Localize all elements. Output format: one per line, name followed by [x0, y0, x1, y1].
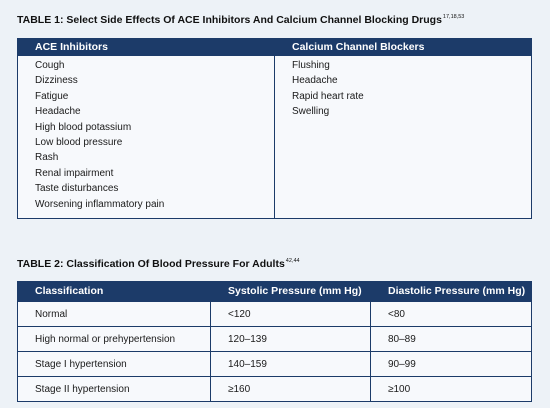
table-row: High normal or prehypertension 120–139 80–… [18, 326, 531, 351]
table-cell: High normal or prehypertension [18, 327, 211, 351]
title-text: TABLE 2: Classification Of Blood Pressur… [17, 258, 285, 270]
table-row: Stage II hypertension ≥160 ≥100 [18, 376, 531, 401]
superscript: 42,44 [285, 258, 300, 264]
list-item: Rash [35, 152, 59, 164]
table-title: TABLE 2: Classification Of Blood Pressur… [17, 258, 300, 270]
table-cell: ≥160 [211, 377, 371, 401]
table-row: Normal <120 <80 [18, 301, 531, 326]
column: Flushing Headache Rapid heart rate Swelling [275, 56, 364, 218]
list-item: High blood potassium [35, 121, 132, 133]
table-cell: 80–89 [388, 333, 416, 345]
table: Classification Systolic Pressure (mm Hg)… [17, 281, 532, 402]
column: Cough Dizziness Fatigue Headache High blood … [18, 56, 275, 218]
list-item: Worsening inflammatory pain [35, 198, 165, 210]
header-row: Classification Systolic Pressure (mm Hg)… [18, 282, 531, 301]
table-row: Stage I hypertension 140–159 90–99 [18, 351, 531, 376]
list-item: Flushing [292, 60, 330, 71]
list-item: Swelling [292, 106, 330, 118]
table-cell: 120–139 [211, 327, 371, 351]
superscript: 17,18,53 [442, 14, 465, 20]
list-item: Low blood pressure [35, 137, 123, 149]
table: ACE Inhibitors Calcium Channel Blockers … [17, 38, 532, 219]
table-cell: 90–99 [388, 358, 416, 370]
header-cell: ACE Inhibitors [35, 41, 108, 53]
header-cell: Classification [18, 282, 211, 301]
table-cell: 140–159 [211, 352, 371, 376]
table-cell: Stage II hypertension [18, 377, 211, 401]
list-item: Dizziness [35, 75, 78, 87]
title-text: TABLE 1: Select Side Effects Of ACE Inhi… [17, 14, 442, 26]
list-item: Cough [35, 60, 65, 71]
table-cell: <80 [388, 308, 405, 320]
list-item: Headache [35, 106, 81, 118]
list-item: Renal impairment [35, 167, 114, 179]
list-item: Headache [292, 75, 338, 87]
list-item: Rapid heart rate [292, 90, 364, 102]
table-cell: Stage I hypertension [18, 352, 211, 376]
header-cell: Diastolic Pressure (mm Hg) [388, 285, 526, 297]
header-cell: Systolic Pressure (mm Hg) [228, 285, 362, 297]
table-cell: ≥100 [388, 383, 411, 395]
header-row: ACE Inhibitors Calcium Channel Blockers [18, 39, 531, 56]
table-cell: Normal [18, 302, 211, 326]
list-item: Fatigue [35, 90, 69, 102]
table-title: TABLE 1: Select Side Effects Of ACE Inhi… [17, 14, 464, 26]
table-cell: <120 [211, 302, 371, 326]
list-item: Taste disturbances [35, 183, 119, 195]
body: Cough Dizziness Fatigue Headache High blood … [18, 56, 531, 218]
header-cell: Calcium Channel Blockers [292, 41, 425, 53]
